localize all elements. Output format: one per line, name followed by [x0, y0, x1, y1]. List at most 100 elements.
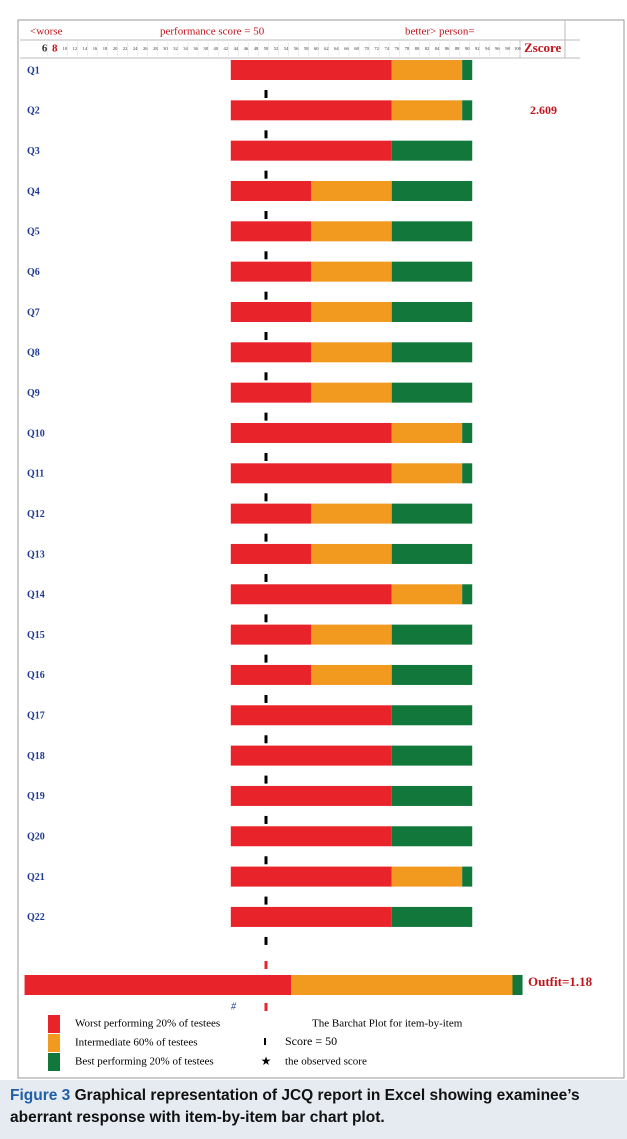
x-tick-label: 80: [415, 46, 420, 51]
x-tick-label: 92: [475, 46, 480, 51]
bar-segment: [391, 705, 473, 726]
legend-label: Intermediate 60% of testees: [75, 1037, 197, 1049]
category-label: Q19: [27, 791, 45, 802]
category-label: Q6: [27, 267, 40, 278]
category-label: Q15: [27, 630, 45, 641]
bar-segment: [391, 382, 473, 403]
x-tick-label: 94: [485, 46, 490, 51]
legend-star-icon: ★: [261, 1054, 272, 1068]
x-tick-label: 30: [163, 46, 168, 51]
overall-segment: [24, 975, 292, 995]
legend-observed: the observed score: [285, 1056, 367, 1068]
category-label: Q4: [27, 186, 40, 197]
bar-segment: [311, 543, 392, 564]
x-tick-label: 64: [334, 46, 339, 51]
x-tick-label: 56: [294, 46, 299, 51]
category-label: Q1: [27, 65, 40, 76]
bar-segment: [462, 60, 473, 80]
score-marker: [264, 331, 268, 340]
bar-segment: [391, 664, 473, 685]
x-tick-label: 14: [83, 46, 88, 51]
x-tick-label: 42: [224, 46, 229, 51]
category-label: Q13: [27, 549, 45, 560]
bar-segment: [462, 100, 473, 121]
legend-swatch: [48, 1015, 60, 1033]
x-tick-label: 88: [455, 46, 460, 51]
legend-score-icon: [264, 1038, 266, 1045]
legend-score: Score = 50: [285, 1034, 337, 1048]
x-tick-label: 66: [344, 46, 349, 51]
x-tick-label: 84: [435, 46, 440, 51]
bar-segment: [462, 866, 473, 887]
score-marker: [264, 856, 268, 865]
category-label: Q22: [27, 912, 45, 923]
x-tick-label: 38: [203, 46, 208, 51]
bar-segment: [230, 664, 312, 685]
score-marker: [264, 735, 268, 744]
x-tick-label: 18: [103, 46, 108, 51]
figure: <worse performance score = 50 better> pe…: [17, 19, 625, 1079]
score-marker: [264, 573, 268, 582]
x-tick-label: 82: [425, 46, 430, 51]
x-tick-label: 6: [42, 43, 48, 55]
category-label: Q14: [27, 590, 45, 601]
bar-segment: [311, 664, 392, 685]
bar-segment: [391, 342, 473, 363]
x-tick-label: 70: [364, 46, 369, 51]
x-tick-label: 74: [384, 46, 389, 51]
bar-segment: [311, 221, 392, 242]
x-tick-label: 60: [314, 46, 319, 51]
bar-segment: [230, 785, 392, 806]
zscore-value: 2.609: [530, 103, 557, 117]
x-tick-label: 40: [213, 46, 218, 51]
bar-segment: [391, 584, 463, 605]
score-marker: [264, 130, 268, 139]
outfit: Outfit=1.18: [528, 974, 593, 989]
category-label: Q5: [27, 227, 40, 238]
category-label: Q16: [27, 670, 45, 681]
zscore-title: Zscore: [524, 40, 562, 55]
bar-segment: [391, 100, 463, 121]
category-label: Q3: [27, 146, 40, 157]
bar-segment: [230, 60, 392, 80]
x-tick-label: 20: [113, 46, 118, 51]
bar-segment: [230, 221, 312, 242]
score-marker: [264, 90, 268, 98]
bar-segment: [391, 422, 463, 443]
bar-segment: [230, 422, 392, 443]
category-label: Q17: [27, 711, 45, 722]
bar-segment: [311, 624, 392, 645]
legend-title: The Barchat Plot for item-by-item: [312, 1018, 463, 1030]
x-tick-label: 72: [374, 46, 379, 51]
score-marker: [264, 775, 268, 784]
x-tick-label: 100: [514, 46, 522, 51]
x-tick-label: 48: [254, 46, 259, 51]
x-tick-label: 34: [183, 46, 188, 51]
legend-swatch: [48, 1053, 60, 1071]
bar-segment: [391, 866, 463, 887]
x-tick-label: 32: [173, 46, 178, 51]
score-marker: [264, 533, 268, 542]
category-label: Q10: [27, 428, 45, 439]
bar-segment: [230, 140, 392, 161]
bar-segment: [230, 906, 392, 927]
score-marker: [264, 961, 268, 969]
x-tick-label: 44: [234, 46, 239, 51]
x-tick-label: 8: [52, 43, 58, 55]
bar-segment: [230, 382, 312, 403]
score-marker: [264, 896, 268, 905]
category-label: Q18: [27, 751, 45, 762]
bar-segment: [230, 584, 392, 605]
x-tick-label: 50: [264, 46, 269, 51]
bar-segment: [391, 140, 473, 161]
bar-segment: [230, 261, 312, 282]
score-marker: [264, 452, 268, 461]
legend-swatch: [48, 1034, 60, 1052]
overall-segment: [512, 975, 523, 995]
bar-segment: [391, 745, 473, 766]
overall-segment: [291, 975, 513, 995]
legend-label: Best performing 20% of testees: [75, 1056, 214, 1068]
bar-segment: [230, 100, 392, 121]
bar-segment: [391, 826, 473, 847]
caption-label: Figure 3: [10, 1087, 71, 1104]
